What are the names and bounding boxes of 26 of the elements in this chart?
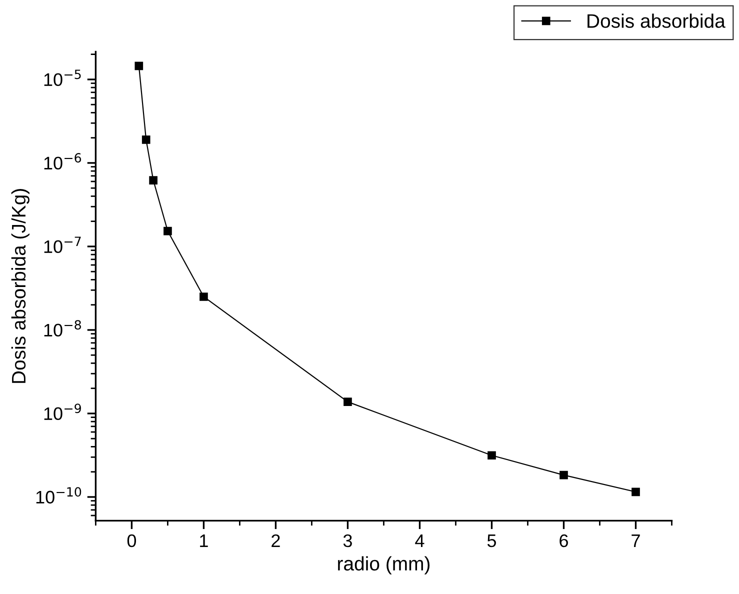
x-tick-label: 7 <box>632 534 640 547</box>
point <box>632 488 640 496</box>
point <box>164 226 172 236</box>
y-axis-title: Dosis absorbida (J/Kg) <box>11 189 30 383</box>
y-tick-label: 10$^{−5}$ <box>44 70 81 86</box>
y-tick-label: 10$^{−6}$ <box>44 153 82 170</box>
x-tick-label: 3 <box>343 534 352 548</box>
x-tick-label: 6 <box>560 534 568 548</box>
y-tick-label: 10$^{−10}$ <box>36 487 82 504</box>
x-tick-label: 1 <box>200 534 208 547</box>
point <box>200 292 208 301</box>
point <box>134 62 144 70</box>
y-tick-label: 10$^{−9}$ <box>44 404 81 420</box>
point <box>142 136 150 144</box>
x-tick-label: 0 <box>127 534 136 548</box>
point <box>149 176 158 184</box>
x-tick-label: 4 <box>415 534 424 547</box>
y-tick-label: 10$^{−7}$ <box>44 236 81 254</box>
point <box>488 451 496 460</box>
x-tick-label: 5 <box>487 534 496 548</box>
point <box>344 398 352 406</box>
x-tick-label: 2 <box>272 534 280 547</box>
x-axis-title: radio (mm) <box>338 556 430 574</box>
point <box>560 470 568 480</box>
legend-label: Dosis absorbida <box>588 14 726 28</box>
y-tick-label: 10$^{−8}$ <box>44 320 81 337</box>
